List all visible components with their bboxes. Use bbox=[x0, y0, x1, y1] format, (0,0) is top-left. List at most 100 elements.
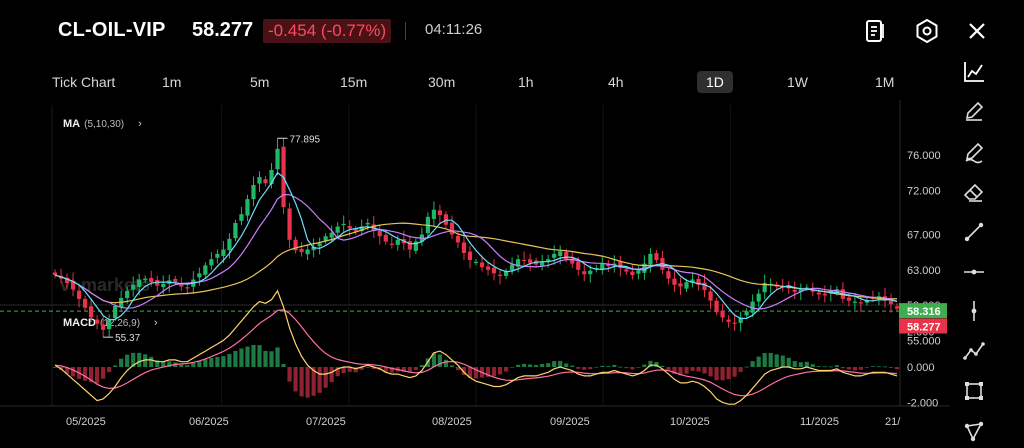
candle-body bbox=[503, 271, 509, 276]
tab-5m[interactable]: 5m bbox=[250, 74, 270, 90]
triangle-icon[interactable] bbox=[961, 418, 987, 444]
macd-indicator-name: MACD bbox=[63, 317, 96, 329]
macd-histogram-bar bbox=[762, 353, 767, 367]
server-time: 04:11:26 bbox=[425, 21, 483, 38]
candle-body bbox=[720, 310, 725, 318]
candle-body bbox=[672, 278, 677, 285]
tab-1w[interactable]: 1W bbox=[787, 74, 808, 90]
candle-body bbox=[239, 214, 244, 221]
polyline-icon[interactable] bbox=[961, 338, 987, 364]
contract-spec-icon[interactable] bbox=[860, 17, 888, 45]
candle-body bbox=[576, 261, 581, 270]
macd-histogram-bar bbox=[269, 351, 274, 367]
time-axis-label: 11/2025 bbox=[800, 416, 839, 428]
rectangle-icon[interactable] bbox=[961, 378, 987, 404]
candle-body bbox=[594, 268, 599, 270]
tab-4h[interactable]: 4h bbox=[608, 74, 624, 90]
candle-body bbox=[461, 242, 467, 254]
candle-body bbox=[455, 235, 461, 243]
candle-body bbox=[858, 302, 864, 304]
macd-histogram-bar bbox=[449, 365, 455, 367]
eraser-icon[interactable] bbox=[961, 179, 987, 205]
vertical-line-icon[interactable] bbox=[961, 298, 987, 324]
candle-body bbox=[101, 324, 106, 330]
macd-histogram-bar bbox=[95, 367, 100, 384]
candle-body bbox=[233, 222, 238, 239]
candle-body bbox=[648, 253, 653, 265]
tab-30m[interactable]: 30m bbox=[428, 74, 456, 90]
ma-indicator-params: (5,10,30) bbox=[84, 119, 125, 130]
candle-body bbox=[624, 269, 629, 272]
macd-indicator-legend[interactable]: MACD (12,26,9) › bbox=[63, 317, 158, 329]
chart-header: CL-OIL-VIP 58.277 -0.454 (-0.77%) 04:11:… bbox=[0, 0, 1024, 62]
macd-histogram-bar bbox=[576, 367, 581, 369]
time-axis-label: 08/2025 bbox=[432, 416, 472, 428]
macd-histogram-bar bbox=[227, 354, 232, 367]
ma-indicator-legend[interactable]: MA (5,10,30) › bbox=[63, 118, 142, 130]
pencil-edit-icon[interactable] bbox=[961, 139, 987, 165]
settings-icon[interactable] bbox=[913, 17, 941, 45]
candle-body bbox=[522, 259, 527, 262]
candle-body bbox=[317, 243, 322, 247]
candle-body bbox=[209, 259, 214, 266]
chevron-right-icon: › bbox=[154, 317, 158, 329]
macd-histogram-bar bbox=[624, 367, 629, 369]
candle-body bbox=[479, 262, 485, 268]
candle-body bbox=[816, 292, 821, 295]
macd-histogram-bar bbox=[341, 367, 346, 373]
candle-body bbox=[762, 283, 767, 293]
candle-body bbox=[197, 273, 202, 278]
tab-1m[interactable]: 1m bbox=[162, 74, 182, 90]
tab-1m-month[interactable]: 1M bbox=[875, 74, 895, 90]
close-icon[interactable] bbox=[963, 17, 991, 45]
candle-body bbox=[714, 300, 719, 313]
macd-histogram-bar bbox=[191, 362, 196, 367]
candle-body bbox=[515, 259, 521, 267]
macd-histogram-bar bbox=[443, 359, 449, 367]
tab-1d[interactable]: 1D bbox=[697, 71, 733, 93]
time-axis-label: 05/2025 bbox=[66, 416, 106, 428]
candle-body bbox=[323, 236, 328, 242]
candle-body bbox=[215, 253, 220, 258]
candle-body bbox=[389, 243, 394, 245]
tab-tick-chart[interactable]: Tick Chart bbox=[52, 74, 116, 90]
macd-histogram-bar bbox=[401, 367, 406, 373]
horizontal-line-icon[interactable] bbox=[961, 259, 987, 285]
candle-body bbox=[95, 319, 100, 324]
macd-histogram-bar bbox=[419, 365, 424, 367]
candle-body bbox=[582, 271, 587, 275]
macd-histogram-bar bbox=[600, 365, 605, 367]
candle-body bbox=[750, 301, 755, 313]
candle-body bbox=[491, 267, 497, 274]
candle-body bbox=[588, 270, 593, 275]
candle-body bbox=[485, 266, 491, 270]
time-axis-label: 07/2025 bbox=[306, 416, 346, 428]
macd-histogram-bar bbox=[690, 367, 695, 371]
macd-histogram-bar bbox=[437, 354, 443, 367]
timeframe-bar: Tick Chart 1m 5m 15m 30m 1h 4h 1D 1W 1M bbox=[0, 62, 950, 100]
macd-histogram-bar bbox=[528, 364, 533, 367]
last-price-tag bbox=[899, 318, 947, 334]
candle-body bbox=[257, 177, 262, 184]
candle-body bbox=[804, 287, 809, 289]
macd-histogram-bar bbox=[726, 367, 731, 380]
tab-1h[interactable]: 1h bbox=[518, 74, 534, 90]
macd-histogram-bar bbox=[125, 354, 130, 367]
trend-line-icon[interactable] bbox=[961, 219, 987, 245]
macd-histogram-bar bbox=[744, 366, 749, 368]
macd-histogram-bar bbox=[876, 366, 882, 368]
line-chart-icon[interactable] bbox=[961, 59, 987, 85]
macd-histogram-bar bbox=[888, 367, 894, 369]
candle-body bbox=[359, 226, 364, 232]
pencil-icon[interactable] bbox=[961, 98, 987, 124]
tab-15m[interactable]: 15m bbox=[340, 74, 368, 90]
candle-body bbox=[113, 305, 118, 319]
macd-histogram-bar bbox=[263, 350, 268, 367]
macd-histogram-bar bbox=[792, 361, 797, 367]
macd-histogram-bar bbox=[540, 363, 545, 367]
price-chart[interactable]: vt markets76.00072.00067.00063.00059.000… bbox=[0, 100, 950, 448]
macd-histogram-bar bbox=[317, 367, 322, 393]
candle-body bbox=[618, 261, 623, 269]
macd-histogram-bar bbox=[82, 367, 88, 381]
macd-histogram-bar bbox=[546, 363, 551, 367]
